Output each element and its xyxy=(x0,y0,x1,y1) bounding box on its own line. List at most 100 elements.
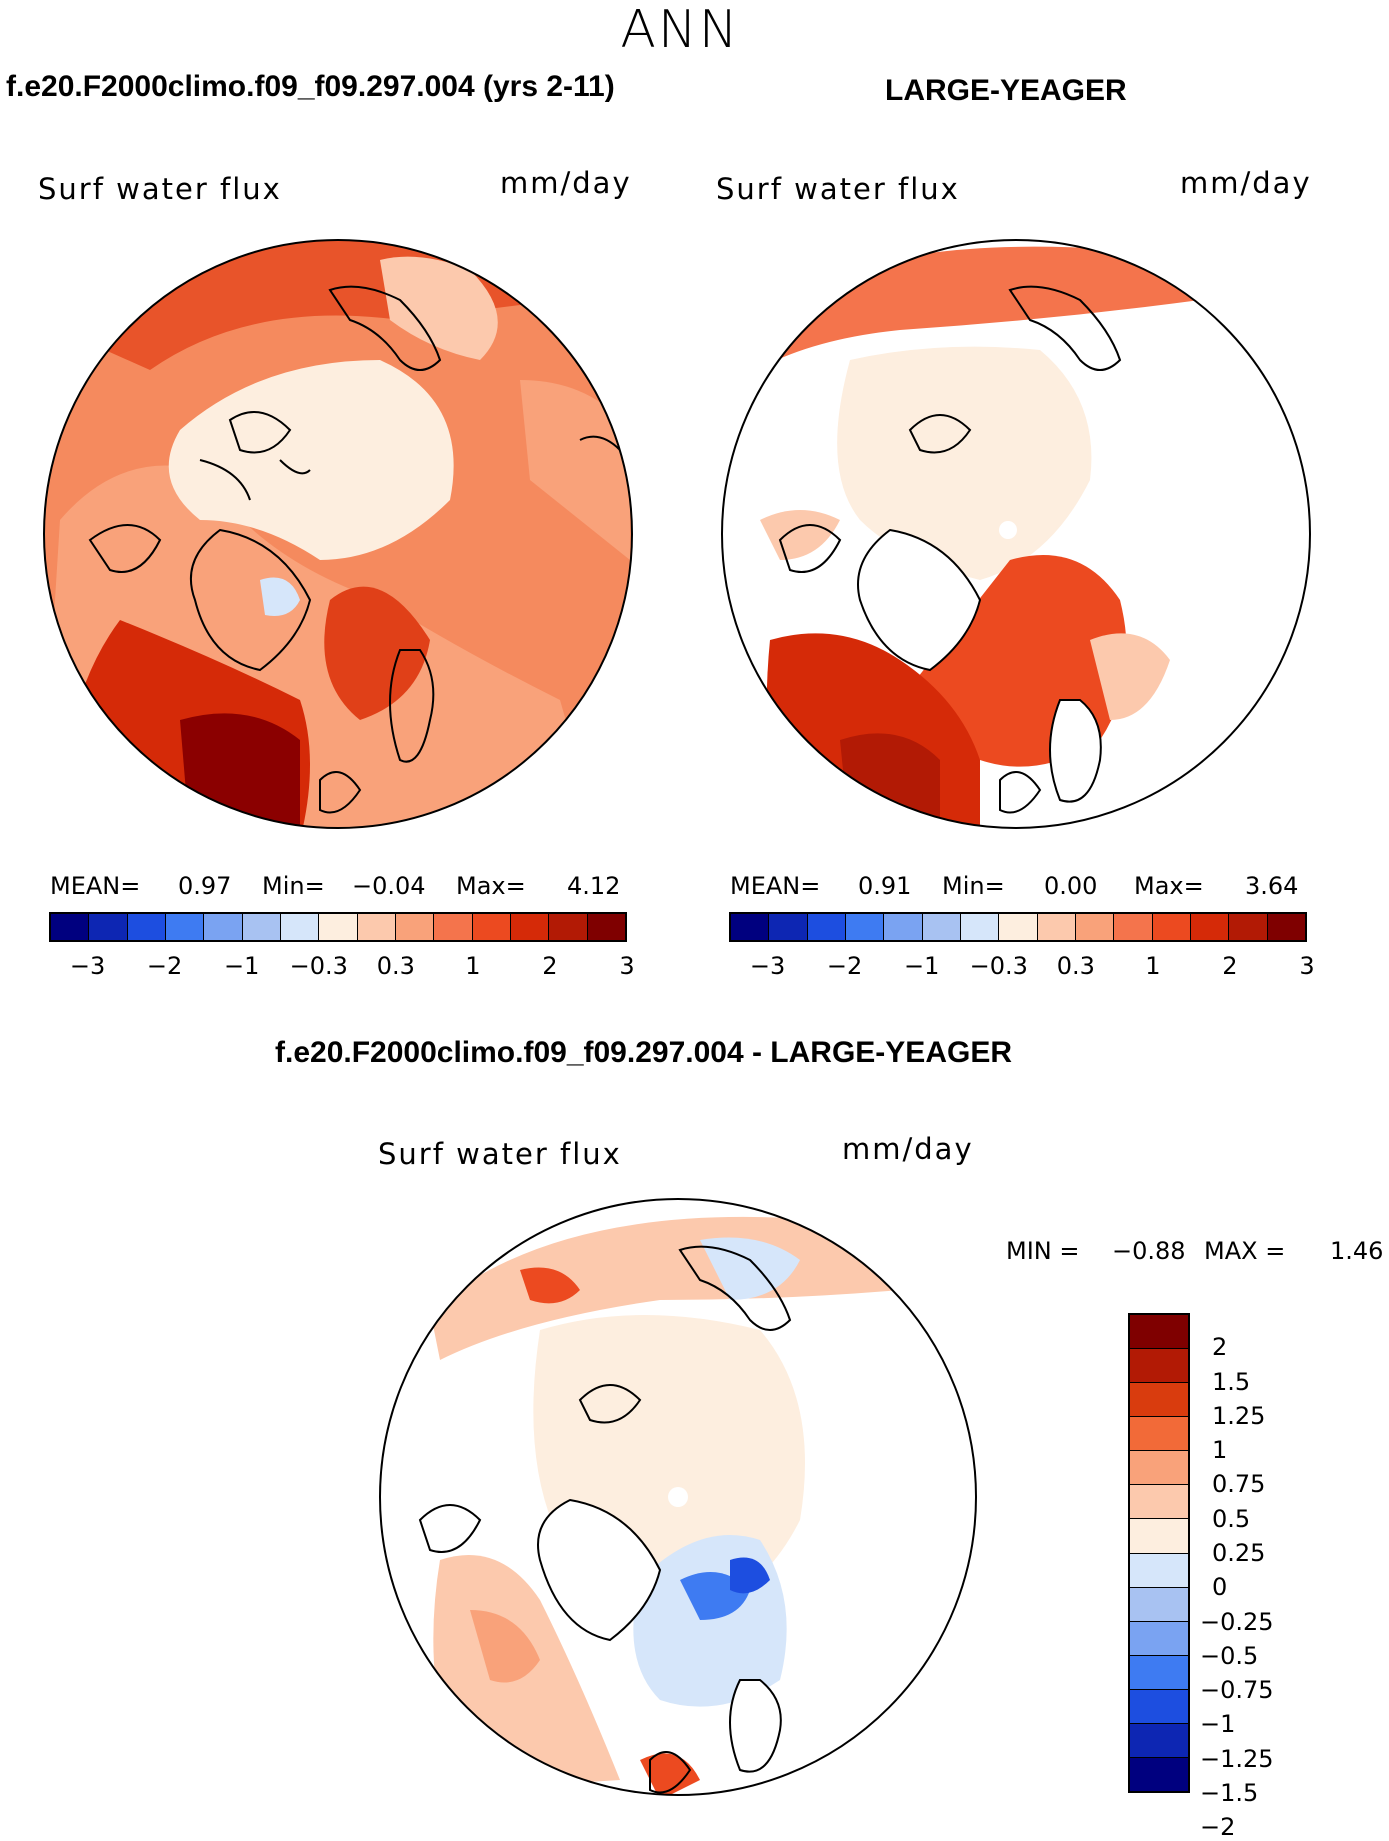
colorbar-model-tick-label: 2 xyxy=(542,952,558,980)
colorbar-difference-swatch xyxy=(1130,1758,1188,1792)
colorbar-obs-swatch xyxy=(731,914,770,940)
colorbar-obs-swatch xyxy=(845,914,885,940)
panel-1-mean-label: MEAN= xyxy=(50,872,141,900)
colorbar-difference-swatch xyxy=(1130,1621,1188,1656)
colorbar-obs-swatch xyxy=(1229,914,1268,940)
colorbar-obs-tick-label: 0.3 xyxy=(1056,952,1095,980)
panel-2-min-label: Min= xyxy=(942,872,1005,900)
colorbar-obs-swatch xyxy=(1190,914,1230,940)
colorbar-obs-tick-label: −1 xyxy=(903,952,940,980)
panel-1-title: f.e20.F2000climo.f09_f09.297.004 (yrs 2-… xyxy=(6,70,615,103)
colorbar-model-tick-label: 0.3 xyxy=(376,952,415,980)
colorbar-model-tick-label: 3 xyxy=(619,952,635,980)
colorbar-difference-swatch xyxy=(1130,1587,1188,1622)
super-title: ANN xyxy=(620,0,740,60)
colorbar-obs-swatch xyxy=(922,914,961,940)
diff-field-label: Surf water flux xyxy=(378,1137,622,1171)
colorbar-obs-swatch xyxy=(1152,914,1191,940)
colorbar-model-swatch xyxy=(127,914,166,940)
colorbar-model-swatch xyxy=(51,914,90,940)
panel-2-mean-label: MEAN= xyxy=(730,872,821,900)
colorbar-obs-swatch xyxy=(884,914,923,940)
colorbar-obs-swatch xyxy=(1075,914,1115,940)
panel-1-unit-label: mm/day xyxy=(500,166,632,200)
colorbar-difference-swatch xyxy=(1130,1383,1188,1418)
colorbar-model-swatch xyxy=(242,914,281,940)
colorbar-obs-tick-label: −3 xyxy=(749,952,786,980)
colorbar-model-swatch xyxy=(510,914,550,940)
colorbar-model-swatch xyxy=(357,914,396,940)
colorbar-model-swatch xyxy=(395,914,435,940)
colorbar-difference-tick-label: 1.25 xyxy=(1212,1401,1266,1430)
colorbar-difference xyxy=(1128,1313,1190,1793)
colorbar-difference-tick-label: −2 xyxy=(1200,1813,1236,1841)
colorbar-difference-tick-label: 2 xyxy=(1212,1333,1228,1362)
colorbar-model-tick-label: 1 xyxy=(465,952,481,980)
colorbar-model-swatch xyxy=(549,914,588,940)
colorbar-obs-tick-label: −2 xyxy=(826,952,863,980)
panel-2-unit-label: mm/day xyxy=(1180,166,1312,200)
panel-2-max-value: 3.64 xyxy=(1245,872,1299,900)
colorbar-obs-swatch xyxy=(960,914,1000,940)
colorbar-model-swatch xyxy=(319,914,358,940)
colorbar-difference-swatch xyxy=(1130,1315,1188,1350)
diff-unit-label: mm/day xyxy=(842,1132,974,1166)
colorbar-difference-tick-label: 0.75 xyxy=(1212,1470,1266,1499)
colorbar-obs-swatch xyxy=(1037,914,1076,940)
panel-2-min-value: 0.00 xyxy=(1044,872,1098,900)
colorbar-model-swatch xyxy=(434,914,473,940)
colorbar-difference-swatch xyxy=(1130,1655,1188,1690)
panel-2-mean-value: 0.91 xyxy=(858,872,912,900)
colorbar-obs-swatch xyxy=(1267,914,1305,940)
diff-panel-title: f.e20.F2000climo.f09_f09.297.004 - LARGE… xyxy=(275,1036,1012,1069)
colorbar-model-swatch xyxy=(89,914,128,940)
colorbar-difference-tick-label: −1 xyxy=(1200,1710,1236,1739)
colorbar-obs xyxy=(729,912,1307,942)
colorbar-obs-swatch xyxy=(807,914,846,940)
colorbar-difference-tick-label: 1.5 xyxy=(1212,1367,1251,1396)
colorbar-obs-swatch xyxy=(1114,914,1153,940)
colorbar-obs-tick-label: 2 xyxy=(1222,952,1238,980)
colorbar-difference-tick-label: −1.5 xyxy=(1200,1779,1259,1807)
colorbar-obs-tick-label: 1 xyxy=(1145,952,1161,980)
colorbar-model-tick-label: −0.3 xyxy=(289,952,348,980)
colorbar-model-swatch xyxy=(165,914,205,940)
colorbar-model-tick-label: −1 xyxy=(223,952,260,980)
colorbar-model-swatch xyxy=(280,914,320,940)
panel-1-min-value: −0.04 xyxy=(352,872,426,900)
colorbar-difference-swatch xyxy=(1130,1553,1188,1588)
panel-1-max-value: 4.12 xyxy=(567,872,621,900)
colorbar-difference-tick-label: 0 xyxy=(1212,1573,1228,1602)
colorbar-model xyxy=(49,912,627,942)
colorbar-difference-swatch xyxy=(1130,1485,1188,1520)
colorbar-difference-swatch xyxy=(1130,1451,1188,1486)
colorbar-model-swatch xyxy=(204,914,243,940)
colorbar-difference-swatch xyxy=(1130,1723,1188,1759)
diff-min-label: MIN = xyxy=(1006,1237,1080,1265)
colorbar-difference-tick-label: −0.25 xyxy=(1200,1607,1274,1636)
panel-1-mean-value: 0.97 xyxy=(178,872,232,900)
colorbar-model-tick-label: −2 xyxy=(146,952,183,980)
colorbar-difference-tick-label: 1 xyxy=(1212,1436,1228,1465)
panel-1-field-label: Surf water flux xyxy=(38,172,282,206)
colorbar-difference-swatch xyxy=(1130,1689,1188,1724)
colorbar-difference-tick-label: 0.25 xyxy=(1212,1539,1266,1567)
colorbar-model-swatch xyxy=(472,914,511,940)
colorbar-difference-tick-label: −0.75 xyxy=(1200,1676,1274,1705)
panel-1-max-label: Max= xyxy=(456,872,526,900)
panel-2-field-label: Surf water flux xyxy=(716,172,960,206)
colorbar-model-tick-label: −3 xyxy=(69,952,106,980)
colorbar-difference-swatch xyxy=(1130,1349,1188,1384)
panel-2-max-label: Max= xyxy=(1134,872,1204,900)
panel-1-min-label: Min= xyxy=(262,872,325,900)
diff-min-value: −0.88 xyxy=(1112,1237,1186,1265)
colorbar-difference-swatch xyxy=(1130,1519,1188,1554)
colorbar-difference-tick-label: −1.25 xyxy=(1200,1744,1274,1773)
panel-2-title: LARGE-YEAGER xyxy=(885,74,1127,107)
colorbar-obs-tick-label: −0.3 xyxy=(969,952,1028,980)
colorbar-obs-swatch xyxy=(769,914,808,940)
diff-max-value: 1.46 xyxy=(1330,1237,1384,1265)
colorbar-obs-swatch xyxy=(999,914,1038,940)
diff-max-label: MAX = xyxy=(1204,1237,1286,1265)
colorbar-model-swatch xyxy=(587,914,625,940)
